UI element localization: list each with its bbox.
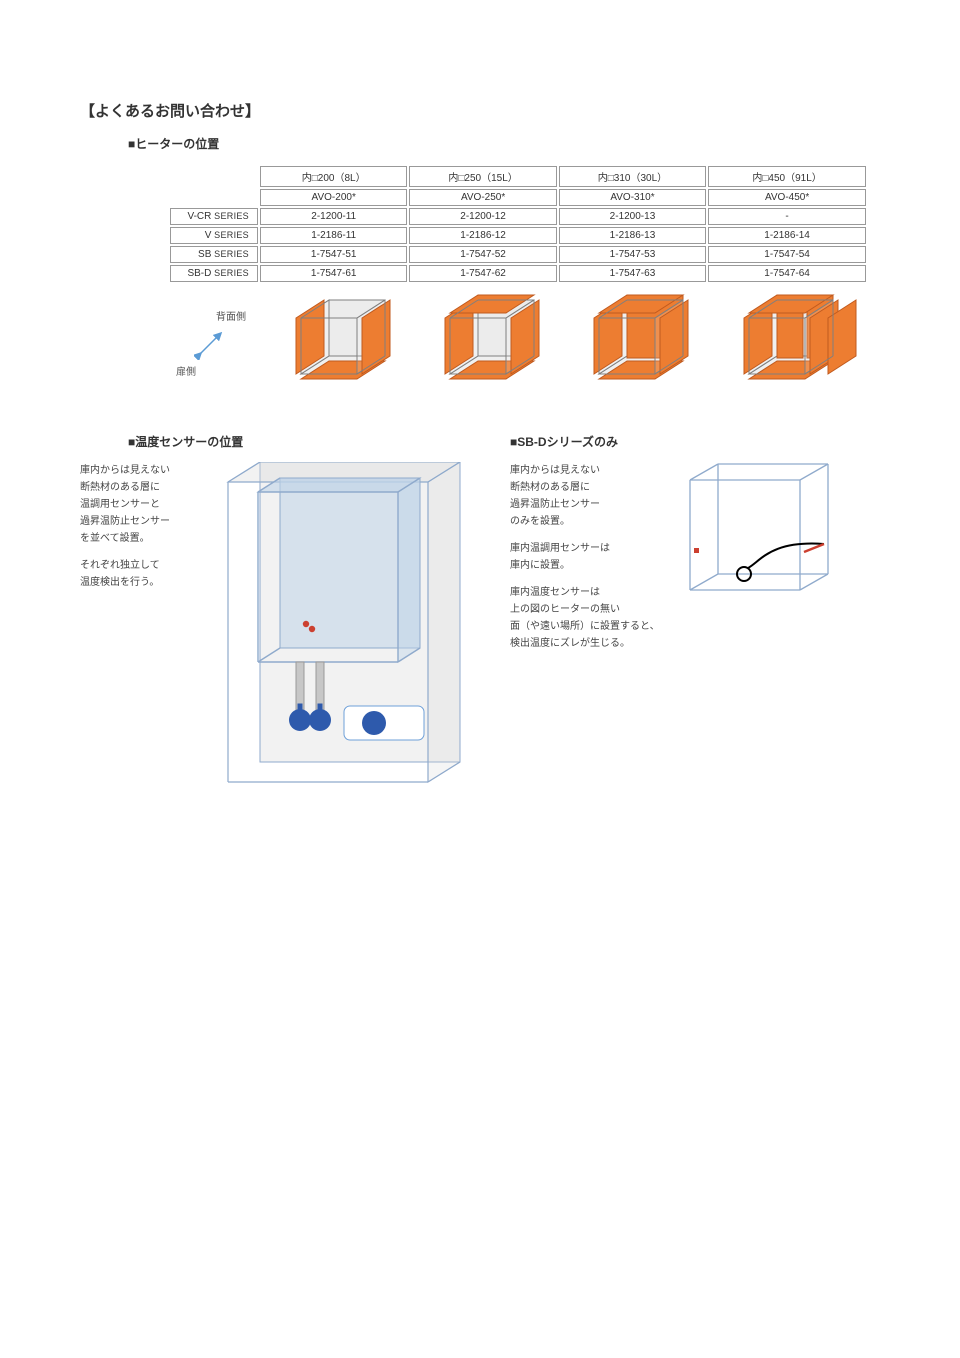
- vcr-c1: 2-1200-11: [260, 208, 407, 225]
- sensor-right-text: 庫内からは見えない 断熱材のある層に 過昇温防止センサー のみを設置。 庫内温調…: [510, 462, 660, 662]
- sensor-left-p1: 庫内からは見えない 断熱材のある層に 温調用センサーと 過昇温防止センサー を並…: [80, 462, 198, 547]
- sensor-left-title: ■温度センサーの位置: [128, 433, 480, 450]
- sb-c2: 1-7547-52: [409, 246, 556, 263]
- sensor-left-text: 庫内からは見えない 断熱材のある層に 温調用センサーと 過昇温防止センサー を並…: [80, 462, 198, 601]
- avo-4: AVO-450*: [708, 189, 866, 206]
- v-row: V SERIES 1-2186-11 1-2186-12 1-2186-13 1…: [170, 227, 866, 244]
- th-size-2: 内□250（15L）: [409, 166, 556, 187]
- th-size-1: 内□200（8L）: [260, 166, 407, 187]
- legend-back-label: 背面側: [216, 308, 246, 323]
- heater-section-title: ■ヒーターの位置: [128, 135, 880, 152]
- sensor-right-p1: 庫内からは見えない 断熱材のある層に 過昇温防止センサー のみを設置。: [510, 462, 660, 530]
- sbd-row: SB-D SERIES 1-7547-61 1-7547-62 1-7547-6…: [170, 265, 866, 282]
- sensor-right-p2: 庫内温調用センサーは 庫内に設置。: [510, 540, 660, 574]
- avo-2: AVO-250*: [409, 189, 556, 206]
- sensor-left-p2: それぞれ独立して 温度検出を行う。: [80, 557, 198, 591]
- heater-table: 内□200（8L） 内□250（15L） 内□310（30L） 内□450（91…: [168, 164, 868, 403]
- avo-row: AVO-200* AVO-250* AVO-310* AVO-450*: [170, 189, 866, 206]
- vcr-c4: -: [708, 208, 866, 225]
- v-c3: 1-2186-13: [559, 227, 706, 244]
- th-size-4: 内□450（91L）: [708, 166, 866, 187]
- sbd-c4: 1-7547-64: [708, 265, 866, 282]
- sensor-right-diagram: [670, 462, 870, 637]
- sensor-right-title: ■SB-Dシリーズのみ: [510, 433, 870, 450]
- sensor-left-diagram: [208, 462, 480, 807]
- vcr-c3: 2-1200-13: [559, 208, 706, 225]
- legend-cell: 背面側 扉側: [170, 284, 258, 401]
- sb-c3: 1-7547-53: [559, 246, 706, 263]
- v-label: V SERIES: [170, 227, 258, 244]
- sensor-section: ■温度センサーの位置 庫内からは見えない 断熱材のある層に 温調用センサーと 過…: [80, 433, 880, 807]
- v-c2: 1-2186-12: [409, 227, 556, 244]
- sbd-c3: 1-7547-63: [559, 265, 706, 282]
- avo-3: AVO-310*: [559, 189, 706, 206]
- cube-row: 背面側 扉側: [170, 284, 866, 401]
- sensor-left-col: ■温度センサーの位置 庫内からは見えない 断熱材のある層に 温調用センサーと 過…: [80, 433, 480, 807]
- avo-1: AVO-200*: [260, 189, 407, 206]
- sb-label: SB SERIES: [170, 246, 258, 263]
- sb-c1: 1-7547-51: [260, 246, 407, 263]
- vcr-label: V-CR SERIES: [170, 208, 258, 225]
- legend-door-label: 扉側: [176, 363, 196, 378]
- v-c1: 1-2186-11: [260, 227, 407, 244]
- vcr-c2: 2-1200-12: [409, 208, 556, 225]
- sensor-right-p3: 庫内温度センサーは 上の図のヒーターの無い 面（や遠い場所）に設置すると、 検出…: [510, 584, 660, 652]
- cube-1: [260, 284, 407, 401]
- sbd-c2: 1-7547-62: [409, 265, 556, 282]
- th-size-3: 内□310（30L）: [559, 166, 706, 187]
- cube-3: [559, 284, 706, 401]
- sb-row: SB SERIES 1-7547-51 1-7547-52 1-7547-53 …: [170, 246, 866, 263]
- legend-arrow-icon: [194, 330, 224, 360]
- header-row: 内□200（8L） 内□250（15L） 内□310（30L） 内□450（91…: [170, 166, 866, 187]
- cube-2: [409, 284, 556, 401]
- sbd-c1: 1-7547-61: [260, 265, 407, 282]
- sbd-label: SB-D SERIES: [170, 265, 258, 282]
- sensor-right-col: ■SB-Dシリーズのみ 庫内からは見えない 断熱材のある層に 過昇温防止センサー…: [510, 433, 870, 807]
- v-c4: 1-2186-14: [708, 227, 866, 244]
- page-title: 【よくあるお問い合わせ】: [80, 100, 880, 121]
- vcr-row: V-CR SERIES 2-1200-11 2-1200-12 2-1200-1…: [170, 208, 866, 225]
- sb-c4: 1-7547-54: [708, 246, 866, 263]
- cube-4: [708, 284, 866, 401]
- page: 【よくあるお問い合わせ】 ■ヒーターの位置 内□200（8L） 内□250（15…: [0, 0, 960, 807]
